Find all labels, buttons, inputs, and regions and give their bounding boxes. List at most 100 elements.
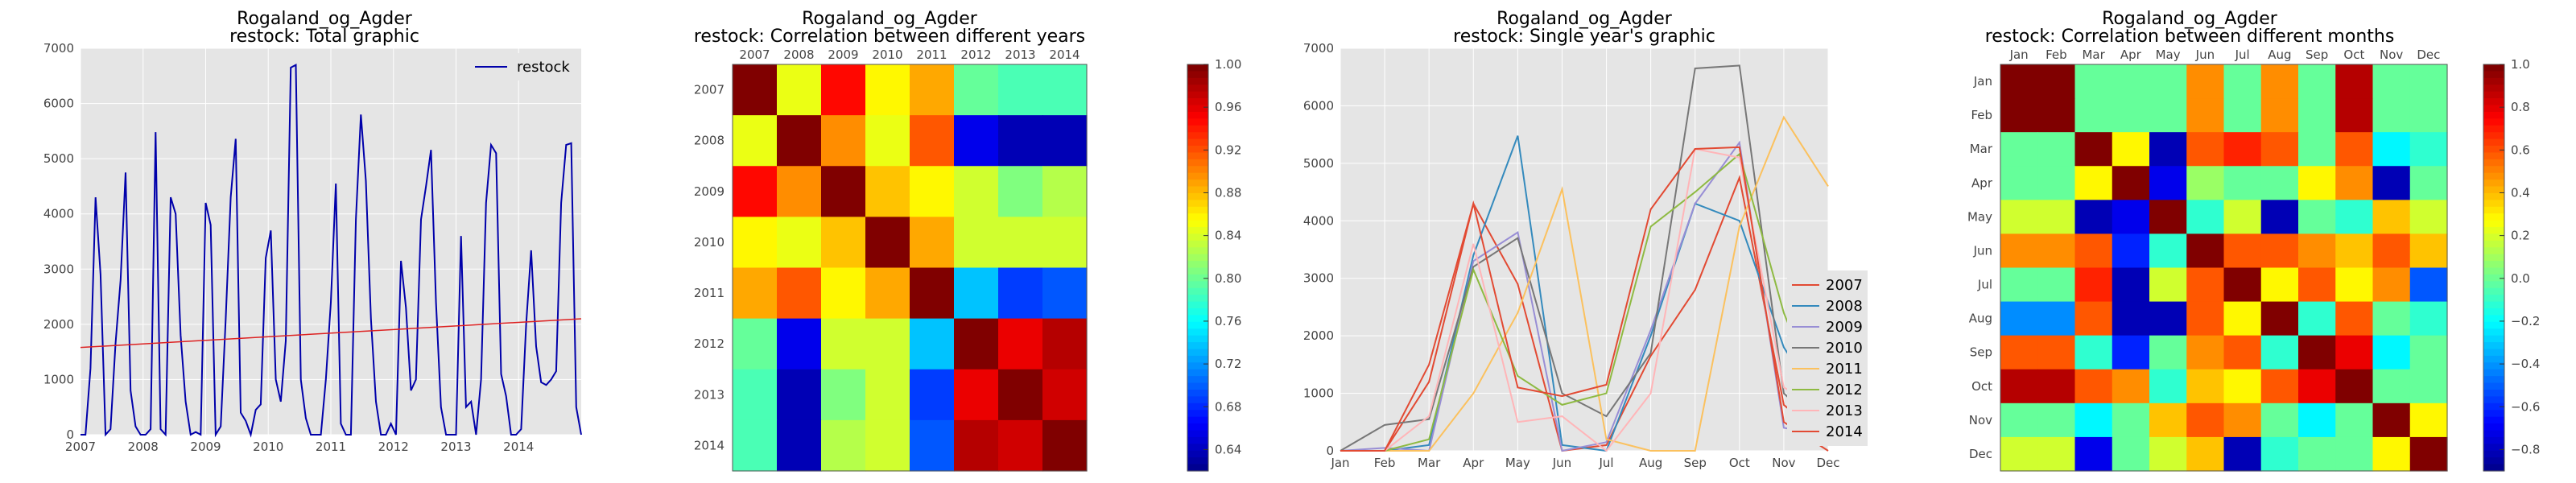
colorbar-segment xyxy=(2483,436,2504,444)
heatmap-cell xyxy=(2260,267,2299,303)
y-tick-label: 3000 xyxy=(1303,271,1334,286)
colorbar-segment xyxy=(2483,295,2504,303)
heatmap-cell xyxy=(910,166,955,217)
colorbar-tick-label: 0.88 xyxy=(1215,185,1241,200)
column-label: Feb xyxy=(2046,47,2067,62)
heatmap-cell xyxy=(777,419,822,472)
heatmap-cell xyxy=(2074,436,2113,472)
heatmap-cell xyxy=(2335,369,2374,404)
heatmap-cell xyxy=(2074,132,2113,167)
row-label: Nov xyxy=(1969,413,1992,427)
heatmap-cell xyxy=(2074,267,2113,303)
heatmap-cell xyxy=(2223,98,2262,133)
heatmap-cell xyxy=(2149,267,2187,303)
heatmap-cell xyxy=(2260,335,2299,370)
heatmap-cell xyxy=(2409,402,2448,438)
heatmap-cell xyxy=(2112,200,2150,235)
colorbar-segment xyxy=(2483,138,2504,147)
heatmap-cell xyxy=(2372,233,2411,269)
y-tick-label: 4000 xyxy=(43,207,74,221)
colorbar-segment xyxy=(1187,200,1208,208)
x-tick-label: May xyxy=(1505,456,1530,470)
colorbar-segment xyxy=(2483,444,2504,452)
heatmap-cell xyxy=(2000,132,2038,167)
heatmap-cell xyxy=(2000,267,2038,303)
heatmap-cell xyxy=(2409,98,2448,133)
heatmap-cell xyxy=(2223,436,2262,472)
heatmap-cell xyxy=(733,267,778,320)
heatmap-cell xyxy=(821,166,866,217)
heatmap-cell xyxy=(1042,64,1088,116)
column-label: Aug xyxy=(2268,47,2291,62)
heatmap-cell xyxy=(2000,402,2038,438)
heatmap-cell xyxy=(2000,369,2038,404)
heatmap-cell xyxy=(998,115,1043,167)
colorbar-segment xyxy=(2483,402,2504,411)
total-graphic-panel: Rogaland_og_Agder restock: Total graphic… xyxy=(43,9,582,454)
y-tick-label: 0 xyxy=(1326,444,1334,458)
colorbar-segment xyxy=(2483,118,2504,126)
colorbar-segment xyxy=(1187,98,1208,106)
heatmap-cell xyxy=(2149,200,2187,235)
colorbar-segment xyxy=(1187,410,1208,418)
colorbar-segment xyxy=(2483,240,2504,248)
colorbar-segment xyxy=(2483,125,2504,133)
colorbar-segment xyxy=(1187,457,1208,465)
colorbar-border xyxy=(2483,64,2505,472)
heatmap-cell xyxy=(2000,64,2038,99)
row-label: Mar xyxy=(1970,142,1993,156)
row-label: 2008 xyxy=(694,134,724,148)
colorbar-segment xyxy=(1187,132,1208,140)
x-tick-label: Jul xyxy=(1598,456,1613,470)
heatmap-cell xyxy=(2335,436,2374,472)
colorbar-segment xyxy=(2483,172,2504,180)
colorbar-segment xyxy=(2483,457,2504,465)
heatmap-cell xyxy=(2335,301,2374,336)
colorbar-segment xyxy=(1187,213,1208,221)
heatmap-cell xyxy=(2223,132,2262,167)
heatmap-cell xyxy=(954,419,999,472)
colorbar-segment xyxy=(2483,315,2504,323)
x-tick-label: 2011 xyxy=(316,440,346,454)
heatmap-cell xyxy=(2186,436,2225,472)
heatmap-cell xyxy=(2037,166,2076,200)
heatmap-cell xyxy=(998,419,1043,472)
heatmap-cell xyxy=(2409,301,2448,336)
heatmap-cell xyxy=(2074,301,2113,336)
x-tick-label: Apr xyxy=(1463,456,1484,470)
colorbar-segment xyxy=(1187,172,1208,180)
heatmap-cell xyxy=(865,115,910,167)
x-tick-label: Feb xyxy=(1374,456,1396,470)
colorbar-segment xyxy=(1187,166,1208,174)
heatmap-cell xyxy=(2260,64,2299,99)
heatmap-cell xyxy=(2409,200,2448,235)
chart-title: Rogaland_og_Agder xyxy=(2102,9,2278,29)
heatmap-cell xyxy=(777,64,822,116)
row-label: 2011 xyxy=(694,286,724,300)
colorbar-segment xyxy=(2483,382,2504,390)
heatmap-cell xyxy=(2074,402,2113,438)
y-tick-label: 2000 xyxy=(43,317,74,332)
heatmap-cell xyxy=(2112,98,2150,133)
heatmap-cell xyxy=(2223,233,2262,269)
heatmap-cell xyxy=(2186,132,2225,167)
heatmap-cell xyxy=(2335,335,2374,370)
y-tick-label: 0 xyxy=(66,427,74,442)
colorbar-segment xyxy=(2483,206,2504,214)
colorbar-segment xyxy=(1187,376,1208,384)
heatmap-cell xyxy=(2000,98,2038,133)
row-label: Aug xyxy=(1969,312,1992,326)
heatmap-cell xyxy=(2149,64,2187,99)
heatmap-cell xyxy=(2186,64,2225,99)
row-label: Jan xyxy=(1973,74,1992,89)
row-label: Jul xyxy=(1977,278,1992,292)
heatmap-cell xyxy=(821,115,866,167)
column-label: Jan xyxy=(2009,47,2029,62)
heatmap-cell xyxy=(2112,64,2150,99)
column-label: Oct xyxy=(2343,47,2364,62)
heatmap-cell xyxy=(910,64,955,116)
heatmap-cell xyxy=(2372,335,2411,370)
colorbar-segment xyxy=(1187,85,1208,93)
heatmap-cell xyxy=(1042,217,1088,269)
heatmap-cell xyxy=(2409,132,2448,167)
